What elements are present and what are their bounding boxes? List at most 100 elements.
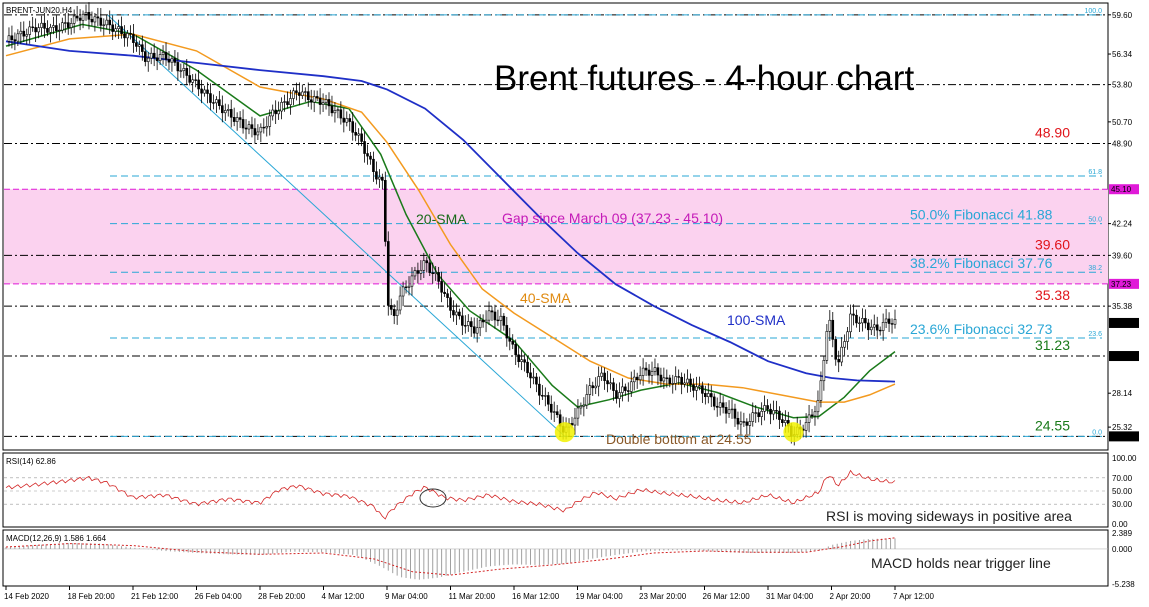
price-candle-body bbox=[632, 376, 636, 383]
price-candle-body bbox=[250, 124, 254, 129]
price-candle-body bbox=[603, 372, 606, 381]
price-candle-body bbox=[455, 311, 458, 316]
price-candle-body bbox=[324, 99, 328, 103]
price-candle-body bbox=[117, 26, 120, 30]
price-tick-label: 45.10 bbox=[1111, 185, 1132, 194]
date-tick-label: 2 Apr 20:00 bbox=[830, 592, 871, 601]
price-candle-body bbox=[55, 25, 58, 31]
symbol-label: BRENT-JUN20,H4 bbox=[6, 6, 73, 15]
price-candle-body bbox=[185, 68, 189, 76]
level-label: 35.38 bbox=[1035, 287, 1070, 303]
price-tick-label: 53.80 bbox=[1112, 81, 1133, 90]
macd-tick-label: 2.389 bbox=[1112, 529, 1133, 538]
price-candle-body bbox=[348, 118, 352, 122]
price-candle-body bbox=[781, 419, 784, 424]
price-candle-body bbox=[366, 153, 369, 157]
price-tick-highlight bbox=[1109, 184, 1139, 195]
price-candle-body bbox=[357, 133, 360, 136]
price-candle-body bbox=[466, 321, 470, 326]
price-candle-body bbox=[813, 411, 817, 417]
date-tick-label: 18 Feb 20:00 bbox=[68, 592, 116, 601]
sma20-label: 20-SMA bbox=[416, 211, 467, 227]
rsi-title: RSI(14) 62.86 bbox=[6, 457, 56, 466]
price-candle-body bbox=[644, 367, 648, 371]
price-candle-body bbox=[757, 412, 760, 417]
price-candle-body bbox=[505, 325, 509, 339]
date-tick-label: 11 Mar 20:00 bbox=[449, 592, 496, 601]
price-candle-body bbox=[653, 367, 657, 372]
price-tick-label: 39.60 bbox=[1112, 251, 1133, 260]
price-candle-body bbox=[769, 408, 772, 415]
price-candle-body bbox=[730, 408, 734, 411]
price-candle-body bbox=[126, 33, 129, 39]
price-candle-body bbox=[745, 421, 749, 426]
price-candle-body bbox=[212, 102, 215, 104]
price-candle-body bbox=[843, 341, 846, 348]
price-candle-body bbox=[523, 359, 526, 363]
price-candle-body bbox=[274, 109, 277, 115]
price-tick-highlight bbox=[1109, 317, 1139, 328]
price-candle-body bbox=[484, 319, 488, 323]
price-candle-body bbox=[327, 99, 331, 107]
price-candle-body bbox=[330, 105, 334, 114]
price-candle-body bbox=[760, 410, 763, 417]
price-candle-body bbox=[701, 385, 704, 394]
price-candle-body bbox=[469, 321, 473, 328]
price-candle-body bbox=[784, 420, 787, 424]
fib-label: 38.2% Fibonacci 37.76 bbox=[910, 255, 1053, 271]
price-candle-body bbox=[381, 176, 384, 181]
macd-signal-line bbox=[5, 537, 896, 576]
price-candle-body bbox=[612, 382, 615, 391]
price-candle-body bbox=[318, 97, 322, 105]
price-candle-body bbox=[689, 378, 692, 385]
rsi-tick-label: 70.00 bbox=[1112, 474, 1133, 483]
price-candle-body bbox=[884, 318, 888, 323]
price-candle-body bbox=[333, 110, 337, 114]
price-candle-body bbox=[395, 309, 399, 316]
price-candle-body bbox=[295, 90, 298, 93]
price-candle-body bbox=[25, 34, 29, 37]
macd-title: MACD(12,26,9) 1.586 1.664 bbox=[6, 534, 107, 543]
price-candle-body bbox=[502, 315, 506, 326]
price-candle-body bbox=[748, 421, 752, 426]
price-candle-body bbox=[22, 30, 26, 37]
price-candle-body bbox=[28, 26, 32, 35]
price-candle-body bbox=[656, 367, 660, 376]
price-candle-body bbox=[437, 272, 440, 282]
rsi-note: RSI is moving sideways in positive area bbox=[826, 508, 1072, 524]
sma-line-40 bbox=[5, 33, 896, 403]
price-candle-body bbox=[541, 394, 544, 397]
price-candle-body bbox=[618, 392, 621, 399]
price-candle-body bbox=[475, 327, 479, 334]
price-candle-body bbox=[16, 33, 20, 42]
price-candle-body bbox=[443, 291, 446, 294]
price-candle-body bbox=[582, 404, 586, 407]
price-candle-body bbox=[306, 91, 310, 101]
price-candle-body bbox=[511, 340, 515, 345]
double-bottom-marker-2 bbox=[783, 422, 804, 443]
price-tick-label: 50.70 bbox=[1112, 118, 1133, 127]
price-candle-body bbox=[680, 376, 683, 385]
price-tick-label: 56.34 bbox=[1112, 50, 1133, 59]
price-candle-body bbox=[75, 15, 79, 19]
price-candle-body bbox=[336, 109, 340, 111]
price-candle-body bbox=[538, 383, 541, 396]
price-candle-body bbox=[229, 109, 233, 118]
chart-title: Brent futures - 4-hour chart bbox=[494, 59, 914, 98]
price-candle-body bbox=[834, 339, 838, 360]
price-candle-body bbox=[146, 57, 150, 62]
price-candle-body bbox=[807, 414, 811, 423]
price-candle-body bbox=[712, 396, 716, 407]
price-candle-body bbox=[733, 408, 737, 419]
rsi-tick-label: 100.00 bbox=[1112, 454, 1137, 463]
price-candle-body bbox=[864, 318, 867, 324]
price-candle-body bbox=[167, 59, 171, 63]
price-candle-body bbox=[698, 385, 701, 388]
price-candle-body bbox=[597, 376, 600, 387]
price-candle-body bbox=[751, 412, 755, 422]
gap-band bbox=[4, 189, 1108, 284]
price-candle-body bbox=[763, 405, 766, 412]
price-candle-body bbox=[241, 119, 245, 129]
price-candle-body bbox=[464, 325, 467, 327]
price-candle-body bbox=[194, 79, 197, 81]
